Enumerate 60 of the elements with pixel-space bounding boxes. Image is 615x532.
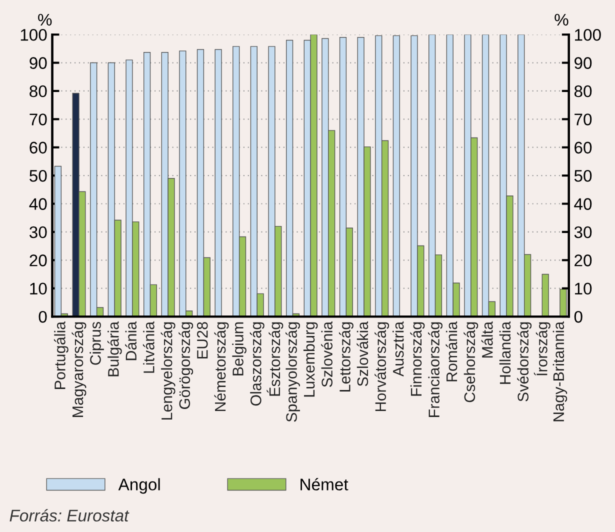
y-tick-label: 0	[38, 310, 47, 323]
x-tick-label: Románia	[446, 321, 458, 382]
x-tick-label: Ciprus	[90, 322, 104, 365]
y-tick-label: 30	[30, 226, 47, 238]
x-tick-label: Nagy-Britannia	[552, 321, 568, 422]
x-tick-label: Lettország	[338, 322, 354, 392]
y-tick-label: 20	[30, 254, 47, 266]
x-tick-label: Magyarország	[72, 322, 86, 417]
y-tick-label: 60	[30, 142, 47, 154]
x-tick-label: Csehország	[464, 322, 478, 402]
y2-tick-label: 0	[574, 310, 582, 323]
y-tick-label: 100	[20, 28, 47, 41]
y-tick-label: 10	[30, 282, 47, 295]
y-axis-title: %	[38, 14, 52, 26]
x-tick-label: Franciaország	[428, 322, 442, 417]
x-tick-label: Hollandia	[499, 321, 511, 384]
x-tick-label: Litvánia	[142, 321, 154, 373]
bar	[392, 35, 400, 317]
x-tick-label: Észtország	[266, 322, 284, 396]
legend-label: Angol	[118, 478, 160, 494]
x-tick-label: Németország	[214, 322, 229, 411]
x-tick-label: Horvátország	[374, 322, 390, 411]
y-tick-label: 50	[30, 170, 47, 182]
y2-tick-label: 50	[574, 170, 592, 182]
x-tick-label: Portugália	[54, 321, 68, 389]
y-tick-label: 90	[30, 57, 47, 69]
x-tick-label: Spanyolország	[286, 322, 300, 422]
y2-tick-label: 100	[575, 28, 601, 41]
x-tick-label: Finnország	[410, 322, 425, 396]
y-tick-label: 80	[30, 85, 47, 98]
x-tick-label: Belgium	[232, 322, 246, 376]
bar	[214, 49, 222, 317]
legend-label: Német	[300, 478, 348, 490]
x-tick-label: Szlovákia	[356, 321, 368, 386]
x-tick-label: Dánia	[125, 321, 137, 360]
y2-tick-label: 80	[574, 85, 592, 98]
x-tick-label: Szlovénia	[321, 321, 332, 387]
text: Forrás: Eurostat	[10, 509, 130, 522]
y2-tick-label: 60	[574, 142, 592, 154]
x-tick-label: Svédország	[517, 322, 532, 402]
y2-axis-title: %	[554, 14, 568, 26]
x-tick-label: Olaszország	[250, 322, 264, 406]
x-tick-label: Görögország	[178, 322, 194, 409]
y2-tick-label: 10	[575, 282, 592, 295]
x-tick-label: Írország	[534, 322, 550, 376]
x-tick-label: Málta	[481, 321, 493, 358]
x-tick-label: Ausztria	[392, 321, 404, 377]
bar	[542, 274, 549, 317]
y-tick-label: 70	[30, 114, 47, 126]
y2-tick-label: 20	[574, 254, 592, 266]
x-tick-label: EU28	[196, 322, 208, 358]
y2-tick-label: 70	[574, 114, 592, 126]
x-tick-label: Lengyelország	[160, 322, 176, 420]
x-tick-label: Bulgária	[107, 321, 122, 376]
y2-tick-label: 30	[574, 226, 592, 238]
y-tick-label: 40	[29, 198, 47, 210]
y2-tick-label: 90	[574, 57, 592, 69]
x-tick-label: Luxemburg	[303, 322, 318, 397]
bar	[560, 288, 567, 317]
y2-tick-label: 40	[574, 198, 592, 210]
